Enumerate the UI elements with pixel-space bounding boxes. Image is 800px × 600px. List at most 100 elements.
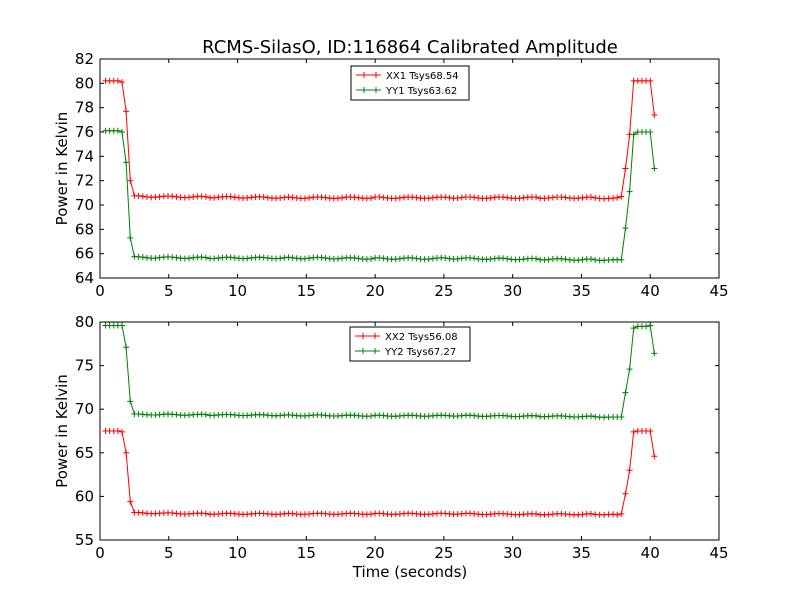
data-point xyxy=(127,234,134,241)
data-point xyxy=(367,255,374,262)
data-point xyxy=(173,254,180,261)
data-point xyxy=(429,194,436,201)
data-point xyxy=(618,510,625,517)
data-point xyxy=(119,129,126,135)
data-point xyxy=(533,255,540,262)
data-point xyxy=(139,193,146,200)
data-point xyxy=(119,322,126,329)
y-tick-label: 78 xyxy=(75,99,94,117)
y-tick-label: 55 xyxy=(75,531,94,549)
legend-marker xyxy=(361,72,379,78)
legend-label: YY1 Tsys63.62 xyxy=(385,86,457,97)
data-point xyxy=(396,194,403,201)
data-point xyxy=(156,254,163,261)
data-point xyxy=(306,194,313,201)
data-point xyxy=(156,193,163,200)
data-point xyxy=(355,194,362,201)
data-point xyxy=(396,255,403,262)
x-tick-label: 25 xyxy=(434,544,453,562)
x-tick-label: 20 xyxy=(366,544,385,562)
y-tick-label: 80 xyxy=(75,313,94,331)
data-point xyxy=(380,194,387,201)
data-point xyxy=(425,256,432,263)
data-point xyxy=(442,255,449,262)
data-point xyxy=(579,256,586,263)
x-tick-label: 5 xyxy=(164,544,174,562)
data-point xyxy=(610,195,617,202)
data-point xyxy=(202,510,209,517)
data-point xyxy=(231,194,238,201)
data-point xyxy=(169,254,176,261)
data-point xyxy=(119,428,126,435)
data-point xyxy=(454,255,461,262)
x-axis-label: Time (seconds) xyxy=(352,563,468,581)
x-tick-label: 25 xyxy=(434,282,453,300)
y-tick-label: 70 xyxy=(75,196,94,214)
x-tick-label: 30 xyxy=(503,282,522,300)
x-tick-label: 45 xyxy=(709,282,728,300)
data-point xyxy=(442,194,449,201)
data-point xyxy=(630,325,637,332)
data-point xyxy=(227,193,234,200)
x-tick-label: 15 xyxy=(297,544,316,562)
data-point xyxy=(533,510,540,517)
data-point xyxy=(545,195,552,202)
data-point xyxy=(231,254,238,261)
y-tick-label: 66 xyxy=(75,245,94,263)
data-point xyxy=(215,194,222,201)
data-point xyxy=(244,255,251,262)
data-point xyxy=(587,193,594,200)
data-point xyxy=(367,413,374,420)
data-point xyxy=(618,256,625,263)
data-point xyxy=(643,323,650,330)
data-point xyxy=(575,195,582,202)
data-point xyxy=(380,255,387,262)
x-tick-label: 5 xyxy=(164,282,174,300)
series-markers-2 xyxy=(102,127,658,264)
data-point xyxy=(202,193,209,200)
data-point xyxy=(520,194,527,201)
y-tick-label: 82 xyxy=(75,50,94,68)
data-point xyxy=(626,188,633,195)
data-point xyxy=(264,254,271,261)
data-point xyxy=(647,428,654,434)
data-point xyxy=(471,194,478,201)
x-tick-label: 10 xyxy=(228,544,247,562)
data-point xyxy=(306,255,313,262)
data-point xyxy=(630,428,637,435)
data-point xyxy=(579,194,586,201)
data-point xyxy=(127,177,134,184)
data-point xyxy=(622,225,629,232)
y-tick-label: 76 xyxy=(75,123,94,141)
legend: XX2 Tsys56.08 YY2 Tsys67.27 xyxy=(349,326,471,362)
data-point xyxy=(562,256,569,263)
legend-box xyxy=(349,326,471,362)
chart-title: RCMS-SilasO, ID:116864 Calibrated Amplit… xyxy=(202,37,618,58)
legend-marker xyxy=(360,348,378,354)
y-axis-label: Power in Kelvin xyxy=(53,112,71,226)
legend-label: XX1 Tsys68.54 xyxy=(386,71,459,82)
data-point xyxy=(119,79,126,86)
data-point xyxy=(186,194,193,201)
y-tick-label: 68 xyxy=(75,220,94,238)
x-tick-label: 35 xyxy=(572,544,591,562)
data-point xyxy=(562,194,569,201)
data-point xyxy=(413,255,420,262)
legend-marker xyxy=(361,87,379,93)
data-point xyxy=(622,165,629,172)
data-point xyxy=(516,195,523,202)
data-point xyxy=(127,398,134,405)
legend: XX1 Tsys68.54 YY1 Tsys63.62 xyxy=(350,65,470,101)
y-tick-label: 65 xyxy=(75,444,94,462)
data-point xyxy=(339,194,346,201)
data-point xyxy=(123,159,130,166)
bottom-panel: 0 5 10 15 20 25 30 35 40 45 55 60 65 70 75 80 Power in K… xyxy=(53,313,729,562)
data-point xyxy=(647,322,654,329)
data-point xyxy=(202,411,209,418)
data-point xyxy=(545,256,552,263)
y-tick-label: 60 xyxy=(75,487,94,505)
data-point xyxy=(413,194,420,201)
data-point xyxy=(367,195,374,202)
data-point xyxy=(651,453,658,460)
